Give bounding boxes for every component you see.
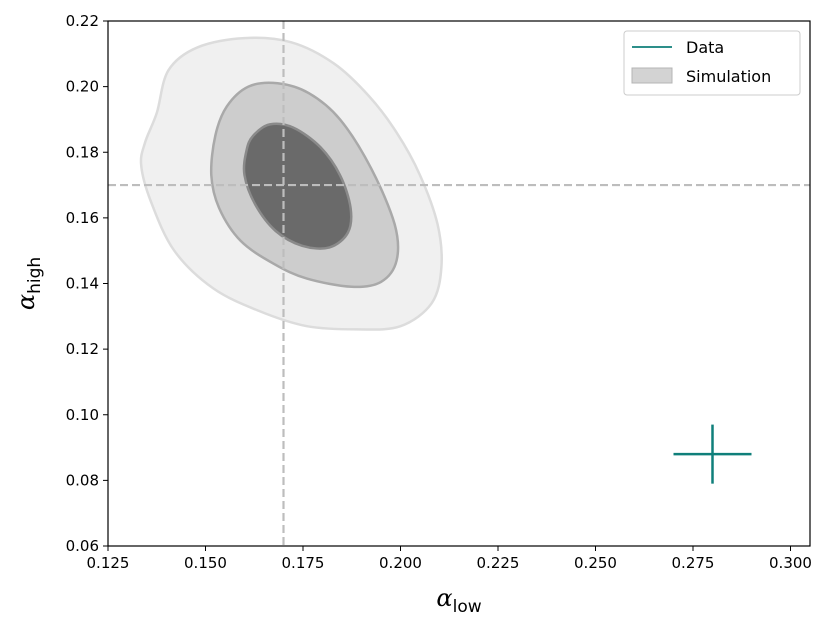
reference-lines xyxy=(108,21,810,546)
x-tick-label: 0.250 xyxy=(574,554,617,572)
x-axis-label-symbol: α xyxy=(436,584,452,612)
x-axis-label-subscript: low xyxy=(453,597,482,617)
data-errorbar xyxy=(673,424,752,484)
y-tick-label: 0.22 xyxy=(66,12,99,30)
legend-label-data: Data xyxy=(686,38,724,57)
x-tick-label: 0.125 xyxy=(87,554,130,572)
x-axis-label: αlow xyxy=(436,584,481,617)
simulation-contours xyxy=(139,36,443,331)
x-axis-ticks: 0.125 0.150 0.175 0.200 0.225 0.250 0.275 0.300 xyxy=(87,546,812,572)
legend-simulation-patch-swatch xyxy=(631,67,673,84)
x-tick-label: 0.200 xyxy=(379,554,422,572)
x-tick-label: 0.300 xyxy=(769,554,812,572)
legend-label-simulation: Simulation xyxy=(686,67,771,86)
y-tick-label: 0.14 xyxy=(66,275,99,293)
legend: Data Simulation xyxy=(623,30,801,96)
y-tick-label: 0.18 xyxy=(66,143,99,161)
x-tick-label: 0.225 xyxy=(477,554,520,572)
simulation-contour-inner xyxy=(242,122,353,250)
y-axis-ticks: 0.06 0.08 0.10 0.12 0.14 0.16 0.18 0.20 0.22 xyxy=(66,12,108,555)
y-axis-label-symbol: α xyxy=(12,294,40,310)
x-tick-label: 0.150 xyxy=(184,554,227,572)
y-tick-label: 0.20 xyxy=(66,78,99,96)
x-tick-label: 0.175 xyxy=(282,554,325,572)
y-tick-label: 0.10 xyxy=(66,406,99,424)
y-axis-label: αhigh xyxy=(12,257,45,310)
y-tick-label: 0.12 xyxy=(66,340,99,358)
y-tick-label: 0.16 xyxy=(66,209,99,227)
y-tick-label: 0.08 xyxy=(66,471,99,489)
y-tick-label: 0.06 xyxy=(66,537,99,555)
x-tick-label: 0.275 xyxy=(672,554,715,572)
y-axis-label-subscript: high xyxy=(25,257,45,294)
